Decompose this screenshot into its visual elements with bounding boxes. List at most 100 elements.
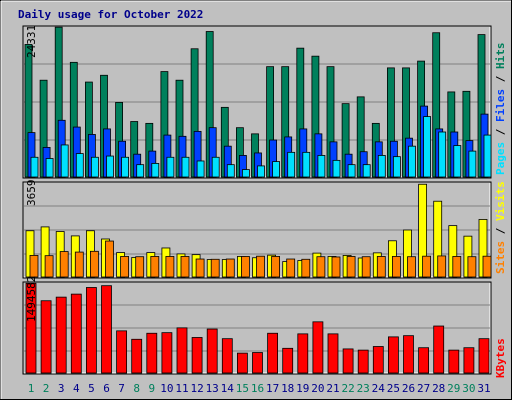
sites-bar-day-1 xyxy=(29,255,39,278)
sites-bar-day-20 xyxy=(316,256,326,278)
visits-sites-panel xyxy=(22,181,492,279)
legend-hits-files-pages: Pages / Files / Hits xyxy=(494,43,507,176)
sites-bar-day-30 xyxy=(467,256,477,278)
kbytes-bar-day-17 xyxy=(267,332,279,374)
pages-bar-day-10 xyxy=(166,156,175,178)
pages-bar-day-31 xyxy=(483,134,492,178)
kbytes-bar-day-26 xyxy=(403,335,414,374)
kbytes-bar-day-25 xyxy=(387,336,399,374)
pages-bar-day-9 xyxy=(151,163,160,178)
day-label-11: 11 xyxy=(175,382,188,395)
pages-bar-day-30 xyxy=(468,150,477,178)
sites-bar-day-13 xyxy=(210,258,220,278)
sites-bar-day-19 xyxy=(301,258,311,278)
kbytes-bar-day-9 xyxy=(146,332,158,374)
day-label-1: 1 xyxy=(28,382,35,395)
sites-bar-day-6 xyxy=(105,240,114,278)
pages-bar-day-25 xyxy=(392,156,401,178)
pages-bar-day-8 xyxy=(136,164,145,178)
pages-bar-day-6 xyxy=(106,155,114,178)
kbytes-bar-day-4 xyxy=(70,293,82,374)
sites-bar-day-29 xyxy=(452,256,462,278)
kbytes-bar-day-21 xyxy=(327,333,339,374)
legend-pages: Pages xyxy=(494,142,507,175)
sites-bar-day-10 xyxy=(165,256,175,278)
sites-bar-day-3 xyxy=(59,251,69,278)
sites-bar-day-5 xyxy=(90,250,99,278)
sites-bar-day-17 xyxy=(271,256,281,278)
kbytes-bar-day-12 xyxy=(191,337,203,374)
sites-bar-day-27 xyxy=(422,255,432,278)
kbytes-bar-day-16 xyxy=(252,352,263,374)
day-label-24: 24 xyxy=(372,382,386,395)
sites-bar-day-12 xyxy=(195,258,205,278)
pages-bar-day-14 xyxy=(226,164,235,178)
day-label-3: 3 xyxy=(58,382,65,395)
day-label-29: 29 xyxy=(447,382,460,395)
pages-bar-day-15 xyxy=(241,169,250,178)
sites-bar-day-4 xyxy=(74,251,84,278)
day-label-2: 2 xyxy=(43,382,50,395)
day-label-6: 6 xyxy=(103,382,110,395)
sites-bar-day-22 xyxy=(346,256,356,278)
kbytes-bar-day-20 xyxy=(312,321,324,374)
sites-bar-day-31 xyxy=(482,255,492,278)
day-label-12: 12 xyxy=(190,382,203,395)
pages-bar-day-29 xyxy=(453,145,462,178)
sites-bar-day-15 xyxy=(240,256,250,278)
legend-visits: Visits xyxy=(494,181,507,221)
kbytes-bar-day-24 xyxy=(372,346,384,374)
visits-ymax-label: 3659 xyxy=(25,180,38,207)
legend-sites-visits: Sites / Visits xyxy=(494,181,507,274)
chart-title: Daily usage for October 2022 xyxy=(18,8,203,21)
pages-bar-day-5 xyxy=(91,156,99,178)
pages-bar-day-28 xyxy=(438,131,447,178)
kbytes-bar-day-2 xyxy=(40,300,52,374)
hits-files-pages-panel xyxy=(22,25,492,179)
day-label-10: 10 xyxy=(160,382,173,395)
day-label-21: 21 xyxy=(326,382,339,395)
kbytes-bar-day-27 xyxy=(418,347,430,374)
sites-bar-day-9 xyxy=(150,256,160,278)
day-label-25: 25 xyxy=(387,382,400,395)
legend-hits: Hits xyxy=(494,43,507,70)
pages-bar-day-12 xyxy=(196,160,205,178)
pages-bar-day-19 xyxy=(302,151,311,178)
pages-bar-day-21 xyxy=(332,159,341,178)
kbytes-bar-day-14 xyxy=(221,338,233,374)
pages-bar-day-3 xyxy=(60,144,69,178)
day-label-19: 19 xyxy=(296,382,309,395)
day-label-30: 30 xyxy=(462,382,475,395)
sites-bar-day-2 xyxy=(44,255,54,278)
pages-bar-day-16 xyxy=(257,165,265,178)
day-label-20: 20 xyxy=(311,382,324,395)
hits-ymax-label: 24331 xyxy=(25,25,38,58)
pages-bar-day-26 xyxy=(408,145,416,178)
kbytes-bar-day-30 xyxy=(463,347,475,374)
sites-bar-day-23 xyxy=(361,256,371,278)
day-label-7: 7 xyxy=(118,382,125,395)
kbytes-bar-day-1 xyxy=(25,282,37,374)
kbytes-ymax-label: 1494582 xyxy=(25,276,38,322)
kbytes-bar-day-11 xyxy=(176,327,188,374)
pages-bar-day-18 xyxy=(287,151,296,178)
day-label-28: 28 xyxy=(432,382,445,395)
kbytes-bar-day-13 xyxy=(206,328,218,374)
day-label-31: 31 xyxy=(477,382,490,395)
kbytes-bar-day-22 xyxy=(342,348,354,374)
kbytes-bar-day-3 xyxy=(55,296,67,374)
kbytes-bar-day-7 xyxy=(116,330,127,374)
day-label-14: 14 xyxy=(221,382,235,395)
pages-bar-day-1 xyxy=(30,156,39,178)
sites-bar-day-11 xyxy=(180,256,190,278)
kbytes-bar-day-19 xyxy=(297,333,309,374)
pages-bar-day-7 xyxy=(121,156,129,178)
pages-bar-day-22 xyxy=(347,164,356,178)
kbytes-bar-day-6 xyxy=(101,285,112,374)
sites-bar-day-14 xyxy=(225,258,235,278)
day-label-9: 9 xyxy=(148,382,155,395)
pages-bar-day-24 xyxy=(377,155,386,178)
pages-bar-day-27 xyxy=(423,116,432,178)
day-label-18: 18 xyxy=(281,382,294,395)
